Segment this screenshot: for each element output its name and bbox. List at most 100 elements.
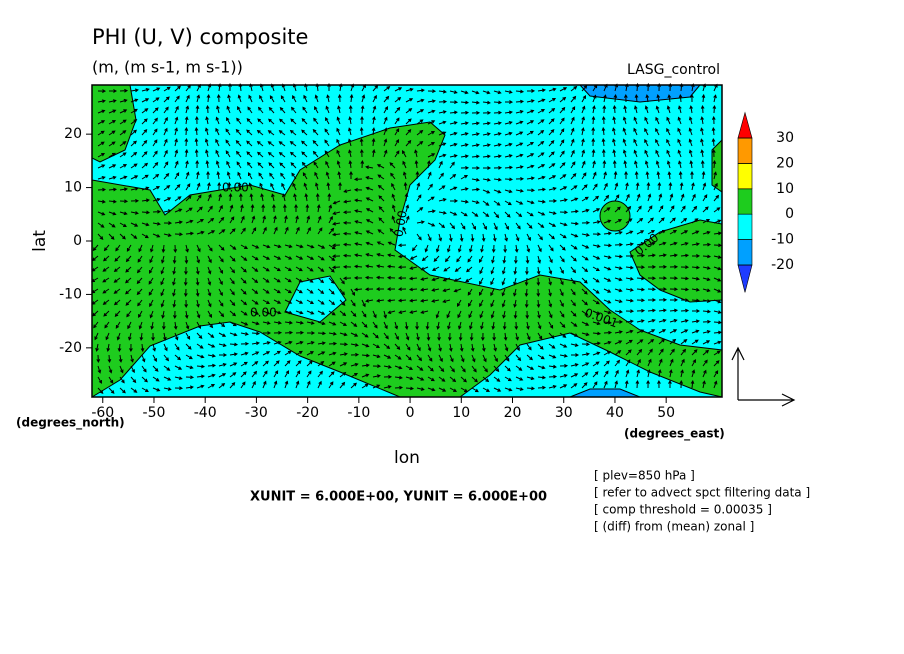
vector [656,171,661,180]
vector [216,93,221,103]
vector [622,127,627,136]
vector [592,310,601,315]
vector [525,255,530,265]
vector [644,116,649,125]
vector [163,365,171,371]
vector [328,288,335,295]
y-tick-label: 0 [73,233,82,249]
vector [592,183,598,191]
vector [360,105,365,114]
vector [360,115,364,124]
vector [625,182,629,191]
vector [438,387,447,392]
vector [465,277,473,283]
vector [240,244,249,250]
vector [502,310,506,319]
vector [108,211,117,216]
vector [108,120,117,125]
vector [592,361,600,367]
vector [185,385,194,390]
colorbar-label: 10 [776,181,794,197]
vector [251,331,261,336]
vector [390,172,396,180]
vector [646,379,650,389]
vector [403,181,408,191]
vector [348,127,352,136]
vector [251,255,259,261]
vector [371,127,376,136]
vector [702,299,711,303]
vector [295,299,304,304]
vector [493,154,502,159]
vector [130,187,139,191]
vector [114,310,121,317]
vector [592,341,601,346]
vector [658,298,668,302]
vector [493,376,501,382]
vector [354,209,363,213]
vector [548,310,553,319]
vector [295,370,301,378]
vector [306,380,311,389]
vector [449,211,458,216]
vector [306,341,315,345]
vector [278,130,286,136]
vector [348,149,352,158]
vector [328,310,336,316]
vector [256,140,264,147]
vector [467,299,473,308]
vector [225,139,231,147]
vector [339,310,347,317]
vector [394,365,403,370]
vector [636,339,644,345]
vector [449,90,458,94]
vector [702,380,706,389]
vector [207,193,212,202]
vector [240,310,248,316]
vector [262,277,270,283]
vector [504,376,512,382]
vector [207,299,212,308]
vector [317,370,323,378]
vector [365,299,374,303]
vector [118,354,123,363]
vector [559,150,565,158]
x-tick-label: -60 [91,405,114,421]
vector [493,143,502,147]
vector [317,310,326,315]
vector [386,264,396,269]
vector [387,241,396,246]
vector [427,365,434,372]
vector [404,321,409,330]
vector [669,229,678,235]
vector [306,277,314,283]
vector [513,288,517,297]
vector [282,193,286,202]
vector [548,385,557,389]
vector [115,244,121,252]
vector [424,244,429,253]
vector [680,348,687,356]
vector [174,149,179,158]
vector [537,164,546,169]
vector [218,373,227,378]
vector [163,185,171,191]
vector [141,186,150,191]
vector [196,364,206,369]
vector [526,386,536,391]
vector [526,120,535,125]
vector [457,310,462,319]
vector [306,226,311,235]
vector [438,120,447,125]
vector [537,88,546,93]
vector [647,338,655,345]
vector [372,354,381,359]
vector [394,106,401,114]
vector [691,193,696,202]
vector [677,116,682,125]
vector [559,288,564,297]
vector [635,379,640,389]
vector [350,362,359,367]
vector [394,128,400,136]
